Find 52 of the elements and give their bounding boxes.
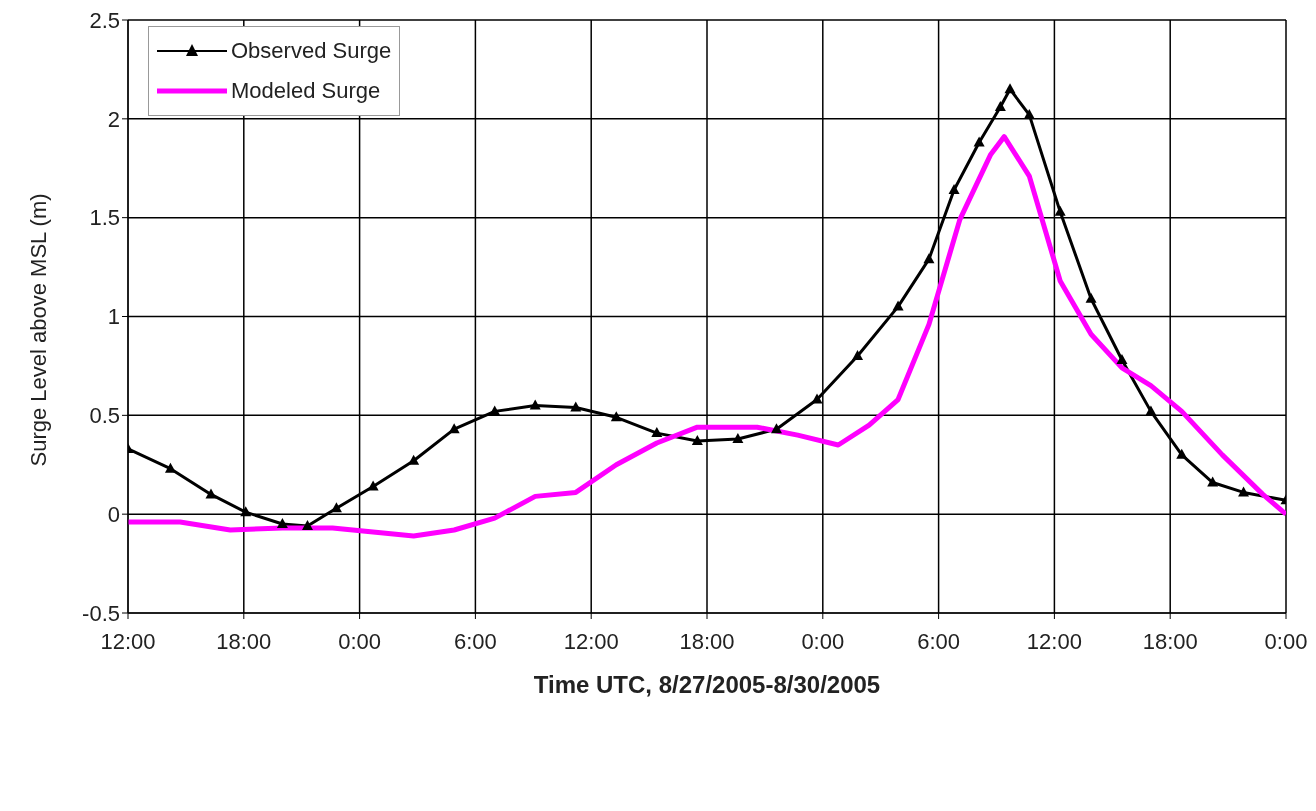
point xyxy=(892,300,904,311)
point xyxy=(205,488,217,499)
point xyxy=(408,454,420,465)
legend-label: Modeled Surge xyxy=(231,78,381,104)
point xyxy=(164,462,176,473)
point xyxy=(691,435,703,446)
point xyxy=(1207,476,1219,487)
point xyxy=(1145,405,1157,416)
x-tick-label: 12:00 xyxy=(563,628,619,654)
x-axis-title: Time UTC, 8/27/2005-8/30/2005 xyxy=(533,671,881,698)
x-tick-label: 12:00 xyxy=(1026,628,1082,654)
point xyxy=(489,405,501,416)
point xyxy=(948,183,960,194)
point xyxy=(973,136,985,147)
x-tick-label: 0:00 xyxy=(338,628,382,654)
point xyxy=(367,480,379,491)
point xyxy=(1085,292,1097,303)
point xyxy=(1238,486,1250,497)
point xyxy=(610,411,622,422)
point xyxy=(529,399,541,410)
point xyxy=(570,401,582,412)
x-tick-label: 6:00 xyxy=(453,628,497,654)
point xyxy=(923,253,935,264)
point xyxy=(240,506,252,517)
legend-label: Observed Surge xyxy=(231,38,392,64)
y-tick-label: 1 xyxy=(107,304,120,330)
point xyxy=(1004,83,1016,94)
y-axis-title: Surge Level above MSL (m) xyxy=(25,193,51,467)
point xyxy=(852,350,864,361)
y-tick-label: 2.5 xyxy=(89,7,120,33)
y-tick-label: 1.5 xyxy=(89,205,120,231)
x-tick-label: 12:00 xyxy=(100,628,156,654)
y-tick-label: 0 xyxy=(107,501,120,527)
x-tick-label: 6:00 xyxy=(917,628,961,654)
point xyxy=(994,100,1006,111)
point xyxy=(651,427,663,438)
point xyxy=(276,518,288,529)
x-tick-label: 0:00 xyxy=(1264,628,1308,654)
x-tick-label: 18:00 xyxy=(1142,628,1198,654)
y-tick-label: 2 xyxy=(107,106,120,132)
point xyxy=(732,433,744,444)
x-tick-label: 0:00 xyxy=(801,628,845,654)
y-tick-label: 0.5 xyxy=(89,403,120,429)
x-tick-label: 18:00 xyxy=(679,628,735,654)
x-tick-label: 18:00 xyxy=(216,628,272,654)
point xyxy=(301,520,313,531)
point xyxy=(1054,205,1066,216)
point xyxy=(1116,353,1128,364)
point xyxy=(770,423,782,434)
y-tick-label: -0.5 xyxy=(82,600,120,626)
point xyxy=(1176,448,1188,459)
point xyxy=(1023,108,1035,119)
